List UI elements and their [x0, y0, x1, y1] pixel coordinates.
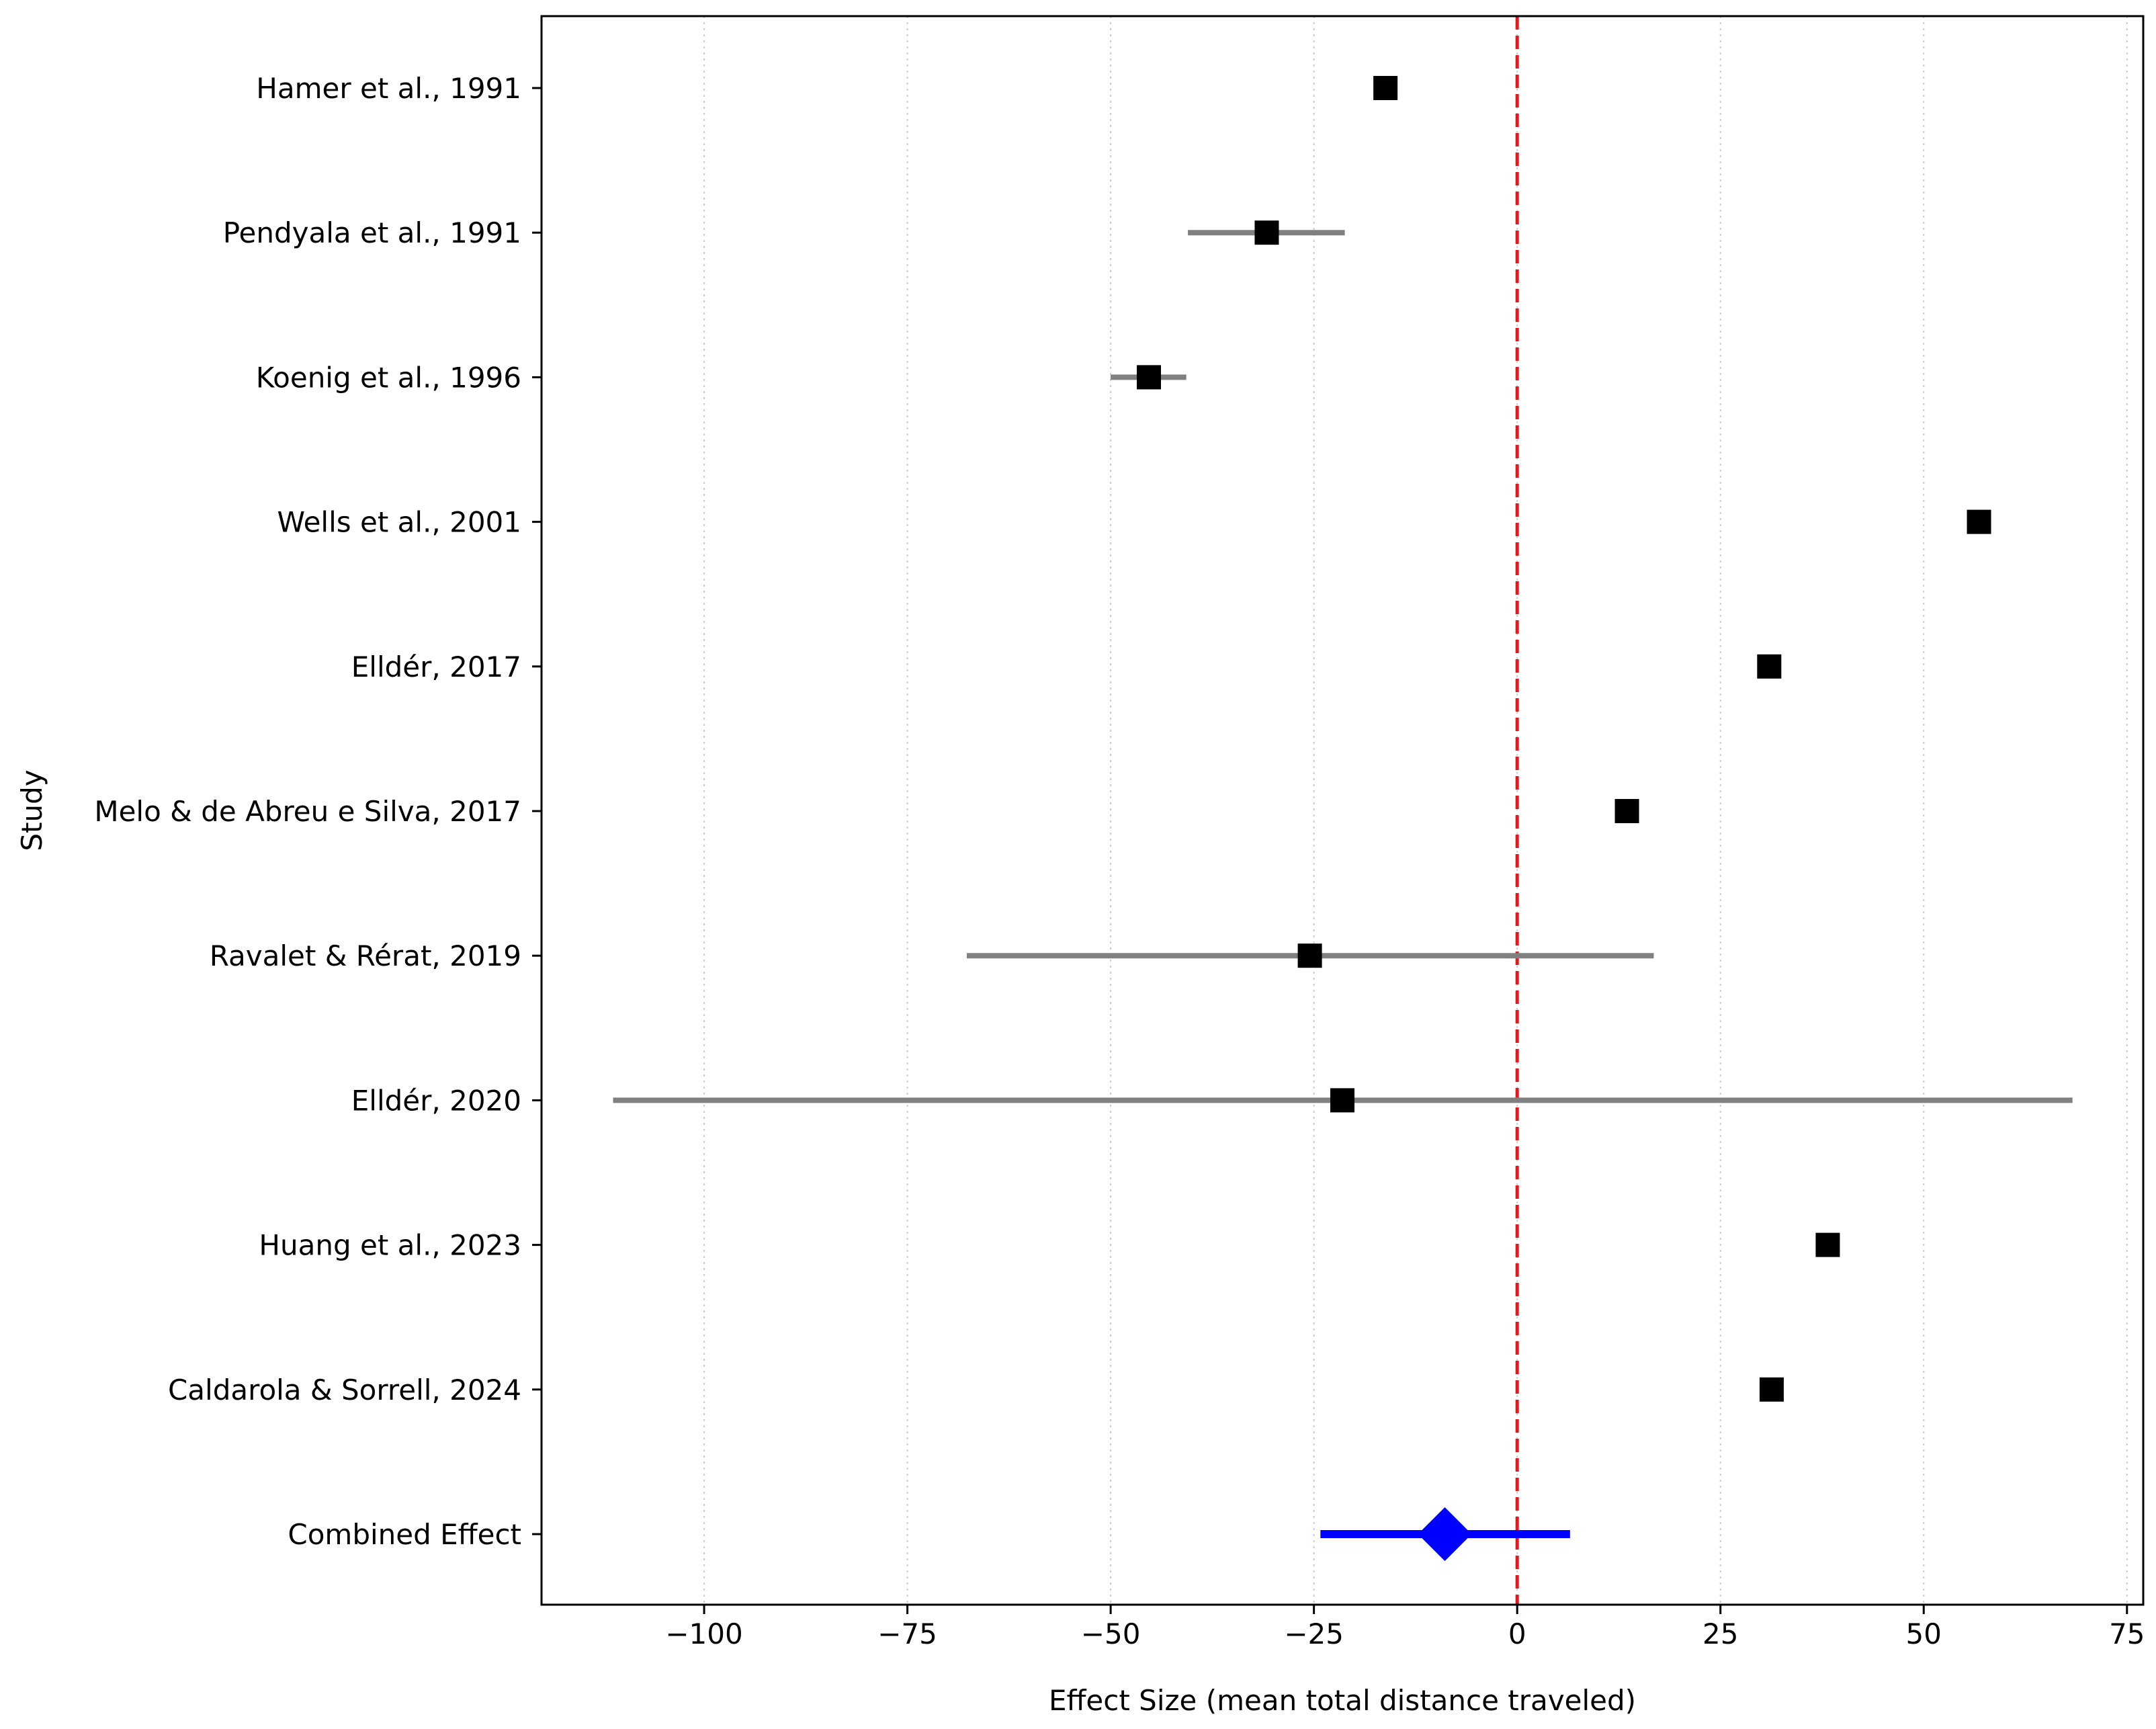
study-label: Koenig et al., 1996: [256, 361, 521, 394]
x-tick-label: 25: [1702, 1617, 1738, 1650]
study-effect-marker: [1614, 799, 1639, 823]
study-effect-marker: [1136, 365, 1161, 390]
study-label: Huang et al., 2023: [259, 1229, 521, 1262]
study-label: Melo & de Abreu e Silva, 2017: [94, 795, 521, 828]
study-effect-marker: [1757, 654, 1782, 679]
x-tick-label: 50: [1906, 1617, 1942, 1650]
x-tick-label: −25: [1284, 1617, 1344, 1650]
x-axis-ticks: −100 −75 −50 −25 0 25 50 75: [665, 1605, 2145, 1650]
confidence-intervals: [613, 230, 2073, 1538]
study-label: Wells et al., 2001: [277, 506, 521, 539]
x-tick-label: −100: [665, 1617, 742, 1650]
study-label: Caldarola & Sorrell, 2024: [168, 1374, 521, 1406]
study-effect-marker: [1815, 1232, 1840, 1257]
grid-lines: [703, 16, 2128, 1605]
study-effect-marker: [1297, 943, 1322, 968]
y-axis-ticks: Hamer et al., 1991 Pendyala et al., 1991 K…: [94, 72, 542, 1551]
study-effect-marker: [1373, 76, 1398, 100]
effect-markers: [1136, 76, 1991, 1561]
x-tick-label: 75: [2109, 1617, 2145, 1650]
plot-frame: [540, 15, 2145, 1606]
x-tick-label: −75: [877, 1617, 937, 1650]
study-label: Pendyala et al., 1991: [223, 216, 521, 249]
study-label: Elldér, 2017: [351, 650, 521, 683]
combined-effect-diamond: [1418, 1507, 1472, 1561]
study-label: Hamer et al., 1991: [256, 72, 521, 105]
combined-effect-label: Combined Effect: [288, 1518, 521, 1551]
x-tick-label: −50: [1081, 1617, 1141, 1650]
study-effect-marker: [1330, 1088, 1354, 1113]
study-effect-marker: [1759, 1377, 1784, 1402]
x-axis-label: Effect Size (mean total distance travele…: [1049, 1684, 1636, 1717]
study-effect-marker: [1967, 509, 1991, 534]
study-label: Ravalet & Rérat, 2019: [210, 939, 521, 972]
study-label: Elldér, 2020: [351, 1084, 521, 1117]
study-effect-marker: [1254, 220, 1279, 245]
y-axis-label: Study: [15, 769, 48, 851]
x-tick-label: 0: [1508, 1617, 1526, 1650]
